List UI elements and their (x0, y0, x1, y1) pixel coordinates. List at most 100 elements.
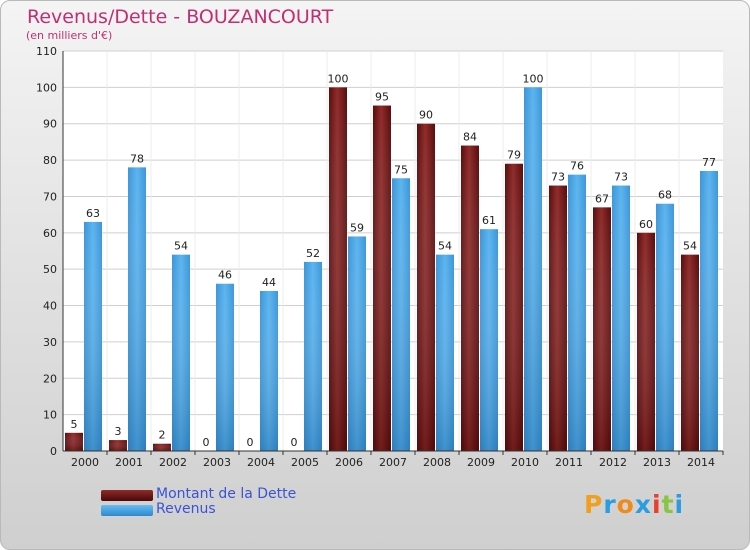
bar-shade-debt (417, 123, 435, 452)
bar-shade-revenus (172, 254, 190, 451)
bar-shade-revenus (480, 229, 498, 451)
proxiti-logo: Proxiti (584, 490, 684, 519)
value-label-debt: 100 (328, 72, 349, 85)
x-tick-label: 2001 (115, 456, 143, 469)
value-label-debt: 84 (463, 131, 477, 144)
value-label-revenus: 54 (174, 240, 188, 253)
value-label-revenus: 78 (130, 152, 144, 165)
logo-letter: P (584, 490, 604, 519)
bar-shade-debt (153, 443, 171, 451)
value-label-debt: 67 (595, 192, 609, 205)
y-tick-label: 90 (43, 118, 57, 131)
bar-shade-revenus (260, 291, 278, 451)
value-label-revenus: 75 (394, 163, 408, 176)
x-tick-label: 2012 (599, 456, 627, 469)
x-tick-label: 2011 (555, 456, 583, 469)
value-label-revenus: 52 (306, 247, 320, 260)
bar-shade-debt (637, 232, 655, 451)
y-tick-label: 50 (43, 263, 57, 276)
x-tick-label: 2008 (423, 456, 451, 469)
value-label-debt: 3 (115, 425, 122, 438)
value-label-revenus: 73 (614, 171, 628, 184)
logo-letter: o (616, 490, 635, 519)
bar-shade-revenus (304, 261, 322, 451)
bar-shade-revenus (612, 185, 630, 451)
x-tick-label: 2013 (643, 456, 671, 469)
value-label-debt: 0 (203, 436, 210, 449)
value-label-debt: 54 (683, 240, 697, 253)
bar-shade-revenus (348, 236, 366, 451)
bar-shade-debt (593, 207, 611, 451)
value-label-debt: 0 (291, 436, 298, 449)
bar-shade-revenus (84, 221, 102, 451)
chart-title: Revenus/Dette - BOUZANCOURT (27, 6, 334, 28)
bar-shade-debt (681, 254, 699, 451)
value-label-revenus: 100 (523, 72, 544, 85)
legend-label-revenus: Revenus (156, 501, 216, 517)
y-tick-label: 70 (43, 190, 57, 203)
logo-letter: x (634, 490, 652, 519)
bar-shade-debt (109, 440, 127, 451)
x-tick-label: 2003 (203, 456, 231, 469)
value-label-debt: 90 (419, 109, 433, 122)
y-tick-label: 60 (43, 227, 57, 240)
chart-subtitle: (en milliers d'€) (26, 29, 113, 42)
value-label-revenus: 46 (218, 269, 232, 282)
value-label-debt: 0 (247, 436, 254, 449)
legend-swatch-revenus (101, 505, 153, 516)
value-labels: 5 63 3 78 2 54 0 46 0 44 0 52 100 59 95 75 90 54 84 61 79 100… (71, 72, 717, 449)
bar-shade-revenus (216, 283, 234, 451)
x-tick-label: 2014 (687, 456, 715, 469)
bars (65, 87, 718, 452)
bar-shade-debt (373, 105, 391, 451)
value-label-debt: 2 (159, 429, 166, 442)
bar-shade-revenus (524, 87, 542, 451)
bar-shade-debt (329, 87, 347, 451)
bar-shade-revenus (128, 167, 146, 451)
x-tick-label: 2002 (159, 456, 187, 469)
logo-letter: i (674, 490, 685, 519)
x-tick-label: 2000 (71, 456, 99, 469)
x-tick-label: 2005 (291, 456, 319, 469)
y-tick-label: 100 (36, 81, 57, 94)
logo-letter: i (652, 490, 662, 519)
bar-shade-debt (505, 163, 523, 451)
legend-label-debt: Montant de la Dette (156, 486, 297, 502)
value-label-revenus: 54 (438, 240, 452, 253)
bar-shade-debt (461, 145, 479, 451)
value-label-revenus: 76 (570, 160, 584, 173)
value-label-debt: 79 (507, 149, 521, 162)
bar-shade-revenus (436, 254, 454, 451)
bar-shade-debt (65, 432, 83, 451)
x-tick-label: 2007 (379, 456, 407, 469)
value-label-debt: 5 (71, 418, 78, 431)
value-label-debt: 95 (375, 91, 389, 104)
bar-shade-revenus (392, 178, 410, 452)
x-tick-label: 2009 (467, 456, 495, 469)
bar-shade-revenus (700, 171, 718, 451)
legend-swatch-debt (101, 490, 153, 501)
value-label-revenus: 77 (702, 156, 716, 169)
x-tick-label: 2006 (335, 456, 363, 469)
x-tick-label: 2010 (511, 456, 539, 469)
y-tick-label: 0 (50, 445, 57, 458)
bar-shade-revenus (568, 174, 586, 452)
value-label-debt: 60 (639, 218, 653, 231)
y-tick-label: 20 (43, 372, 57, 385)
y-tick-label: 30 (43, 336, 57, 349)
y-tick-label: 10 (43, 409, 57, 422)
logo-letter: r (603, 490, 617, 519)
bar-shade-debt (549, 185, 567, 451)
y-tick-label: 80 (43, 154, 57, 167)
value-label-debt: 73 (551, 171, 565, 184)
value-label-revenus: 61 (482, 214, 496, 227)
logo-letter: t (661, 490, 675, 519)
value-label-revenus: 44 (262, 276, 276, 289)
bar-shade-revenus (656, 203, 674, 451)
x-tick-label: 2004 (247, 456, 275, 469)
y-tick-label: 40 (43, 300, 57, 313)
value-label-revenus: 68 (658, 189, 672, 202)
